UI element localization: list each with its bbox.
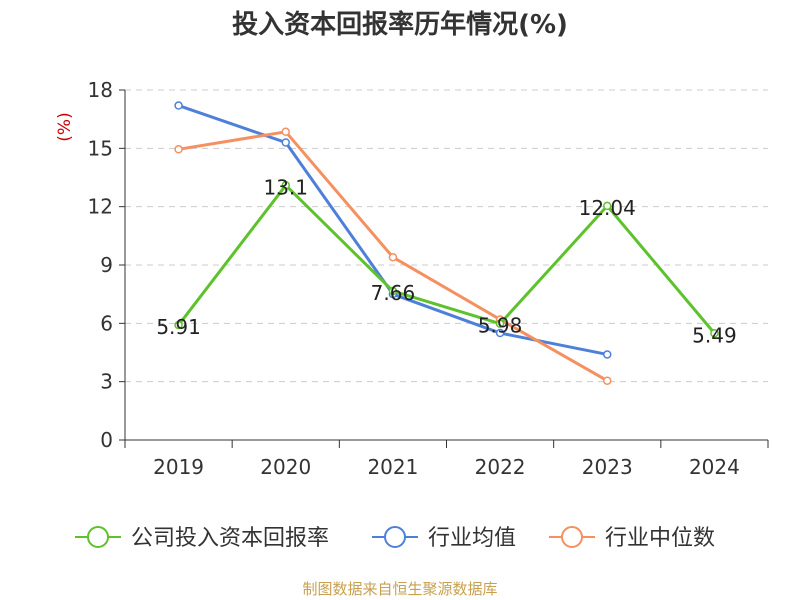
series-line-1 [178, 104, 608, 356]
data-label: 5.49 [692, 323, 737, 347]
legend-marker [384, 526, 406, 548]
data-point-2 [603, 376, 612, 385]
grid-lines [125, 89, 768, 383]
data-point-0 [495, 319, 505, 328]
y-tick-label: 9 [100, 253, 113, 277]
data-point-1 [281, 138, 290, 147]
data-label: 5.91 [156, 315, 201, 339]
y-axis-label: (%) [55, 112, 75, 141]
data-point-0 [710, 329, 719, 338]
legend-label: 公司投入资本回报率 [131, 526, 329, 551]
data-label: 7.66 [371, 281, 416, 305]
axes: 0 3 6 9 12 15 18 (%) 2019 2020 2021 2022 2023 2024 [55, 78, 769, 479]
legend-label: 行业均值 [428, 526, 516, 551]
legend-marker [87, 526, 109, 548]
legend-marker [561, 526, 583, 548]
data-point-0 [281, 181, 290, 190]
data-point-2 [281, 127, 290, 137]
data-label: 12.04 [579, 196, 636, 220]
data-point-2 [174, 145, 183, 154]
data-point-2 [388, 252, 398, 262]
x-tick-label: 2019 [153, 455, 204, 479]
legend: 公司投入资本回报率 行业均值 行业中位数 [75, 526, 715, 551]
legend-label: 行业中位数 [605, 526, 715, 551]
data-label: 13.1 [263, 175, 308, 199]
y-tick-label: 6 [100, 311, 113, 335]
data-point-0 [388, 286, 398, 296]
data-point-0 [174, 320, 183, 330]
data-labels: 5.91 13.1 7.66 5.98 12.04 5.49 [156, 175, 736, 347]
data-label: 5.98 [478, 314, 523, 338]
y-tick-label: 12 [88, 195, 113, 219]
data-point-1 [495, 328, 505, 338]
series-layer [174, 101, 719, 385]
x-tick-label: 2023 [582, 455, 633, 479]
source-note: 制图数据来自恒生聚源数据库 [302, 580, 498, 598]
x-tick-label: 2021 [367, 455, 418, 479]
data-point-1 [174, 101, 183, 110]
x-tick-label: 2024 [689, 455, 740, 479]
chart-title: 投入资本回报率历年情况(%) [232, 10, 568, 40]
x-tick-label: 2020 [260, 455, 311, 479]
data-point-0 [603, 201, 612, 211]
y-tick-label: 15 [88, 136, 113, 160]
data-point-1 [603, 350, 612, 359]
x-tick-label: 2022 [475, 455, 526, 479]
y-tick-label: 3 [100, 370, 113, 394]
y-tick-label: 0 [100, 428, 113, 452]
series-line-0 [177, 183, 716, 335]
y-tick-label: 18 [88, 78, 113, 102]
